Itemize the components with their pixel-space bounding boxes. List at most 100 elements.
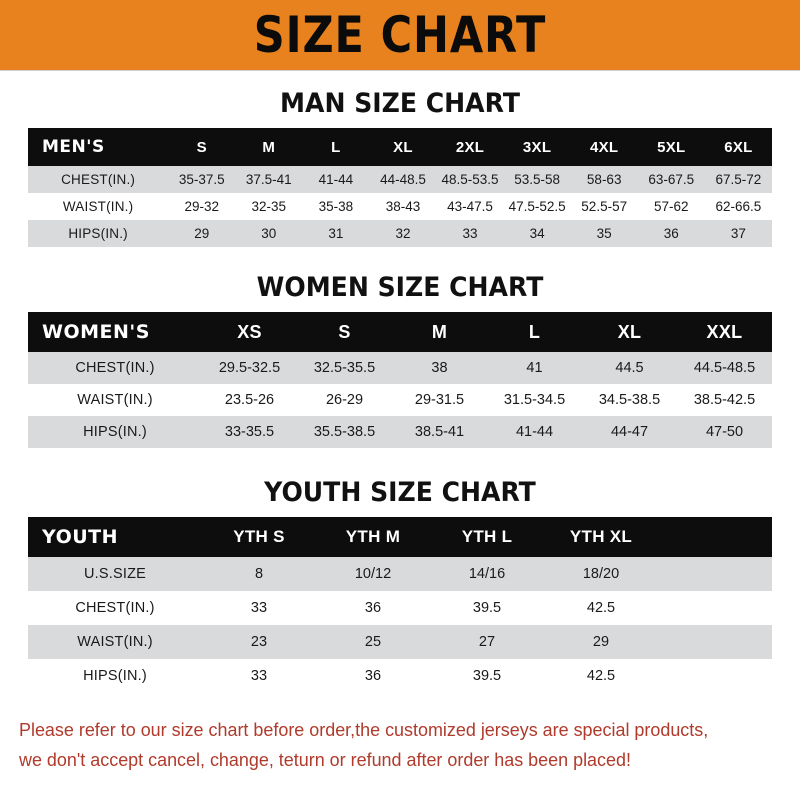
youth-size-column-header	[658, 517, 772, 557]
table-cell: 57-62	[637, 193, 705, 220]
table-cell: 47.5-52.5	[503, 193, 571, 220]
table-cell: 29.5-32.5	[202, 352, 297, 384]
table-cell: 38.5-41	[392, 416, 487, 448]
youth-row-label: WAIST(IN.)	[28, 625, 202, 659]
table-cell: 39.5	[430, 591, 544, 625]
man-size-column-header: M	[262, 138, 276, 156]
youth-section-title: YOUTH SIZE CHART	[264, 477, 536, 508]
women-size-column-header: XS	[237, 321, 262, 342]
man-size-table-wrap: MEN'S S M L XL 2XL 3XL 4XL 5XL 6XL CHEST(IN.) 35-37…	[28, 128, 772, 247]
youth-size-section: YOUTH SIZE CHART YOUTH YTH S YTH M YTH L YTH…	[0, 478, 800, 693]
youth-size-table-wrap: YOUTH YTH S YTH M YTH L YTH XL U.S.SIZE 8 10/12…	[28, 517, 772, 693]
table-cell: 36	[316, 659, 430, 693]
table-cell	[658, 591, 772, 625]
women-row-label: HIPS(IN.)	[28, 416, 202, 448]
table-cell: 14/16	[430, 557, 544, 591]
man-size-column-header: S	[196, 138, 207, 156]
women-size-table: WOMEN'S XS S M L XL XXL CHEST(IN.) 29.5-32.5 32.5…	[28, 312, 772, 448]
table-cell: 37	[704, 220, 772, 247]
table-cell: 44.5	[582, 352, 677, 384]
man-row-label: CHEST(IN.)	[28, 166, 169, 193]
table-cell	[658, 659, 772, 693]
table-cell: 29	[168, 220, 236, 247]
youth-size-column-header: YTH S	[233, 527, 285, 546]
man-size-column-header: XL	[393, 138, 413, 156]
table-cell: 38	[392, 352, 487, 384]
table-row: CHEST(IN.) 29.5-32.5 32.5-35.5 38 41 44.5 44.5…	[28, 352, 772, 384]
man-size-column-header: 5XL	[657, 138, 686, 156]
table-cell: 29-31.5	[392, 384, 487, 416]
women-size-column-header: S	[338, 321, 351, 342]
table-cell: 44-48.5	[369, 166, 437, 193]
table-cell: 32	[369, 220, 437, 247]
table-cell: 31.5-34.5	[487, 384, 582, 416]
youth-header-label: YOUTH	[42, 526, 119, 548]
women-size-column-header: M	[431, 321, 448, 342]
man-size-column-header: 6XL	[724, 138, 753, 156]
youth-size-column-header: YTH L	[461, 527, 513, 546]
table-cell: 34	[503, 220, 571, 247]
table-cell: 35-38	[302, 193, 370, 220]
table-row: WAIST(IN.) 23.5-26 26-29 29-31.5 31.5-34.5 34…	[28, 384, 772, 416]
table-cell: 8	[202, 557, 316, 591]
table-cell: 30	[235, 220, 303, 247]
table-cell: 44.5-48.5	[677, 352, 772, 384]
man-size-column-header: 4XL	[589, 138, 619, 156]
women-row-label: CHEST(IN.)	[28, 352, 202, 384]
table-cell: 26-29	[297, 384, 392, 416]
table-cell: 48.5-53.5	[436, 166, 504, 193]
table-cell: 35.5-38.5	[297, 416, 392, 448]
table-cell: 38-43	[369, 193, 437, 220]
table-cell: 58-63	[570, 166, 638, 193]
women-size-column-header: L	[528, 321, 541, 342]
table-cell: 33	[202, 591, 316, 625]
man-size-column-header: 2XL	[455, 138, 485, 156]
table-cell: 42.5	[544, 659, 658, 693]
table-row: HIPS(IN.) 29 30 31 32 33 34 35 36 37	[28, 220, 772, 247]
table-cell: 33	[202, 659, 316, 693]
women-size-table-wrap: WOMEN'S XS S M L XL XXL CHEST(IN.) 29.5-32.5 32.5…	[28, 312, 772, 448]
table-cell: 63-67.5	[637, 166, 705, 193]
table-cell: 29	[544, 625, 658, 659]
table-row: WAIST(IN.) 23 25 27 29	[28, 625, 772, 659]
youth-row-label: CHEST(IN.)	[28, 591, 202, 625]
order-disclaimer-line-2: we don't accept cancel, change, teturn o…	[19, 749, 631, 770]
table-cell: 67.5-72	[704, 166, 772, 193]
women-row-label: WAIST(IN.)	[28, 384, 202, 416]
table-cell: 23.5-26	[202, 384, 297, 416]
table-cell: 44-47	[582, 416, 677, 448]
man-row-label: WAIST(IN.)	[28, 193, 169, 220]
page-banner: SIZE CHART	[0, 0, 800, 71]
table-cell: 42.5	[544, 591, 658, 625]
women-section-title: WOMEN SIZE CHART	[256, 272, 544, 303]
table-row: CHEST(IN.) 35-37.5 37.5-41 41-44 44-48.5 48.5…	[28, 166, 772, 193]
table-cell: 47-50	[677, 416, 772, 448]
table-cell: 37.5-41	[235, 166, 303, 193]
man-size-column-header: 3XL	[522, 138, 552, 156]
table-row: U.S.SIZE 8 10/12 14/16 18/20	[28, 557, 772, 591]
table-cell: 23	[202, 625, 316, 659]
table-cell: 31	[302, 220, 370, 247]
table-cell: 29-32	[168, 193, 236, 220]
table-cell: 35-37.5	[168, 166, 236, 193]
youth-row-label: HIPS(IN.)	[28, 659, 202, 693]
man-size-section: MAN SIZE CHART MEN'S S M L XL 2XL 3XL 4XL 5XL 6XL…	[0, 89, 800, 247]
table-cell: 25	[316, 625, 430, 659]
women-size-section: WOMEN SIZE CHART WOMEN'S XS S M L XL XXL CHEST(…	[0, 273, 800, 448]
table-cell: 33	[436, 220, 504, 247]
table-cell: 18/20	[544, 557, 658, 591]
man-row-label: HIPS(IN.)	[28, 220, 169, 247]
order-disclaimer-line-1: Please refer to our size chart before or…	[19, 719, 709, 740]
table-cell: 62-66.5	[704, 193, 772, 220]
table-cell: 33-35.5	[202, 416, 297, 448]
women-size-column-header: XL	[617, 321, 642, 342]
table-cell: 35	[570, 220, 638, 247]
youth-table-header-row: YOUTH YTH S YTH M YTH L YTH XL	[28, 517, 772, 557]
table-cell: 32-35	[235, 193, 303, 220]
man-size-column-header: L	[331, 138, 341, 156]
man-table-header-row: MEN'S S M L XL 2XL 3XL 4XL 5XL 6XL	[28, 128, 772, 166]
table-cell: 36	[316, 591, 430, 625]
table-cell: 39.5	[430, 659, 544, 693]
table-row: HIPS(IN.) 33-35.5 35.5-38.5 38.5-41 41-44 44-…	[28, 416, 772, 448]
